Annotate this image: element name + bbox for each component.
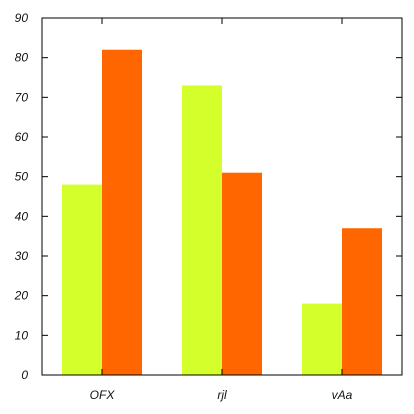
y-tick-label: 80 <box>15 51 29 65</box>
x-tick-label: vAa <box>332 388 353 402</box>
bar-series-2-ofx <box>102 50 142 375</box>
plot-area: 0 10 20 30 40 50 60 70 80 90 OFX rjl vAa <box>14 11 402 402</box>
x-tick-label: rjl <box>217 388 227 402</box>
bar-series-2-vaa <box>342 228 382 375</box>
bar-series-1-ofx <box>62 185 102 375</box>
y-tick-label: 20 <box>14 289 29 303</box>
bar-series-2-rjl <box>222 173 262 375</box>
y-tick-label: 0 <box>21 368 28 382</box>
y-tick-label: 30 <box>15 249 29 263</box>
bar-series-1-vaa <box>302 304 342 375</box>
x-tick-label: OFX <box>90 388 116 402</box>
y-tick-label: 50 <box>15 170 29 184</box>
bar-series-1-rjl <box>182 85 222 375</box>
y-tick-label: 90 <box>15 11 29 25</box>
y-tick-label: 60 <box>15 130 29 144</box>
y-tick-label: 10 <box>15 328 29 342</box>
y-tick-label: 40 <box>15 209 29 223</box>
y-tick-label: 70 <box>15 90 29 104</box>
